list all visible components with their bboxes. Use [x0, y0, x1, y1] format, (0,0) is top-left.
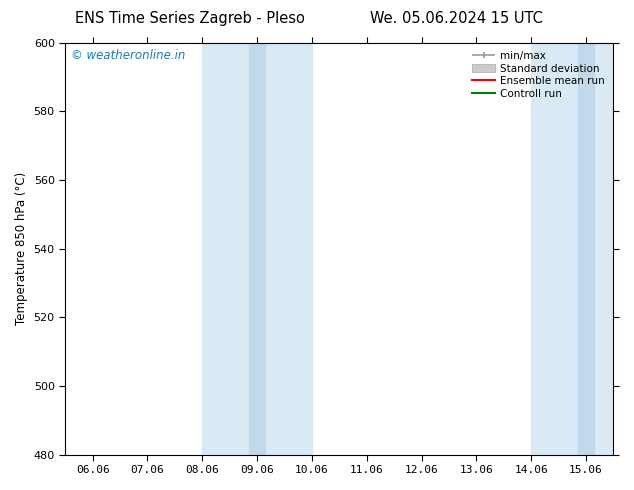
Bar — [578, 43, 594, 455]
Bar — [202, 43, 312, 455]
Legend: min/max, Standard deviation, Ensemble mean run, Controll run: min/max, Standard deviation, Ensemble me… — [469, 48, 608, 102]
Y-axis label: Temperature 850 hPa (°C): Temperature 850 hPa (°C) — [15, 172, 28, 325]
Text: We. 05.06.2024 15 UTC: We. 05.06.2024 15 UTC — [370, 11, 543, 26]
Text: © weatheronline.in: © weatheronline.in — [71, 49, 185, 62]
Bar — [531, 43, 614, 455]
Text: ENS Time Series Zagreb - Pleso: ENS Time Series Zagreb - Pleso — [75, 11, 305, 26]
Bar — [249, 43, 265, 455]
